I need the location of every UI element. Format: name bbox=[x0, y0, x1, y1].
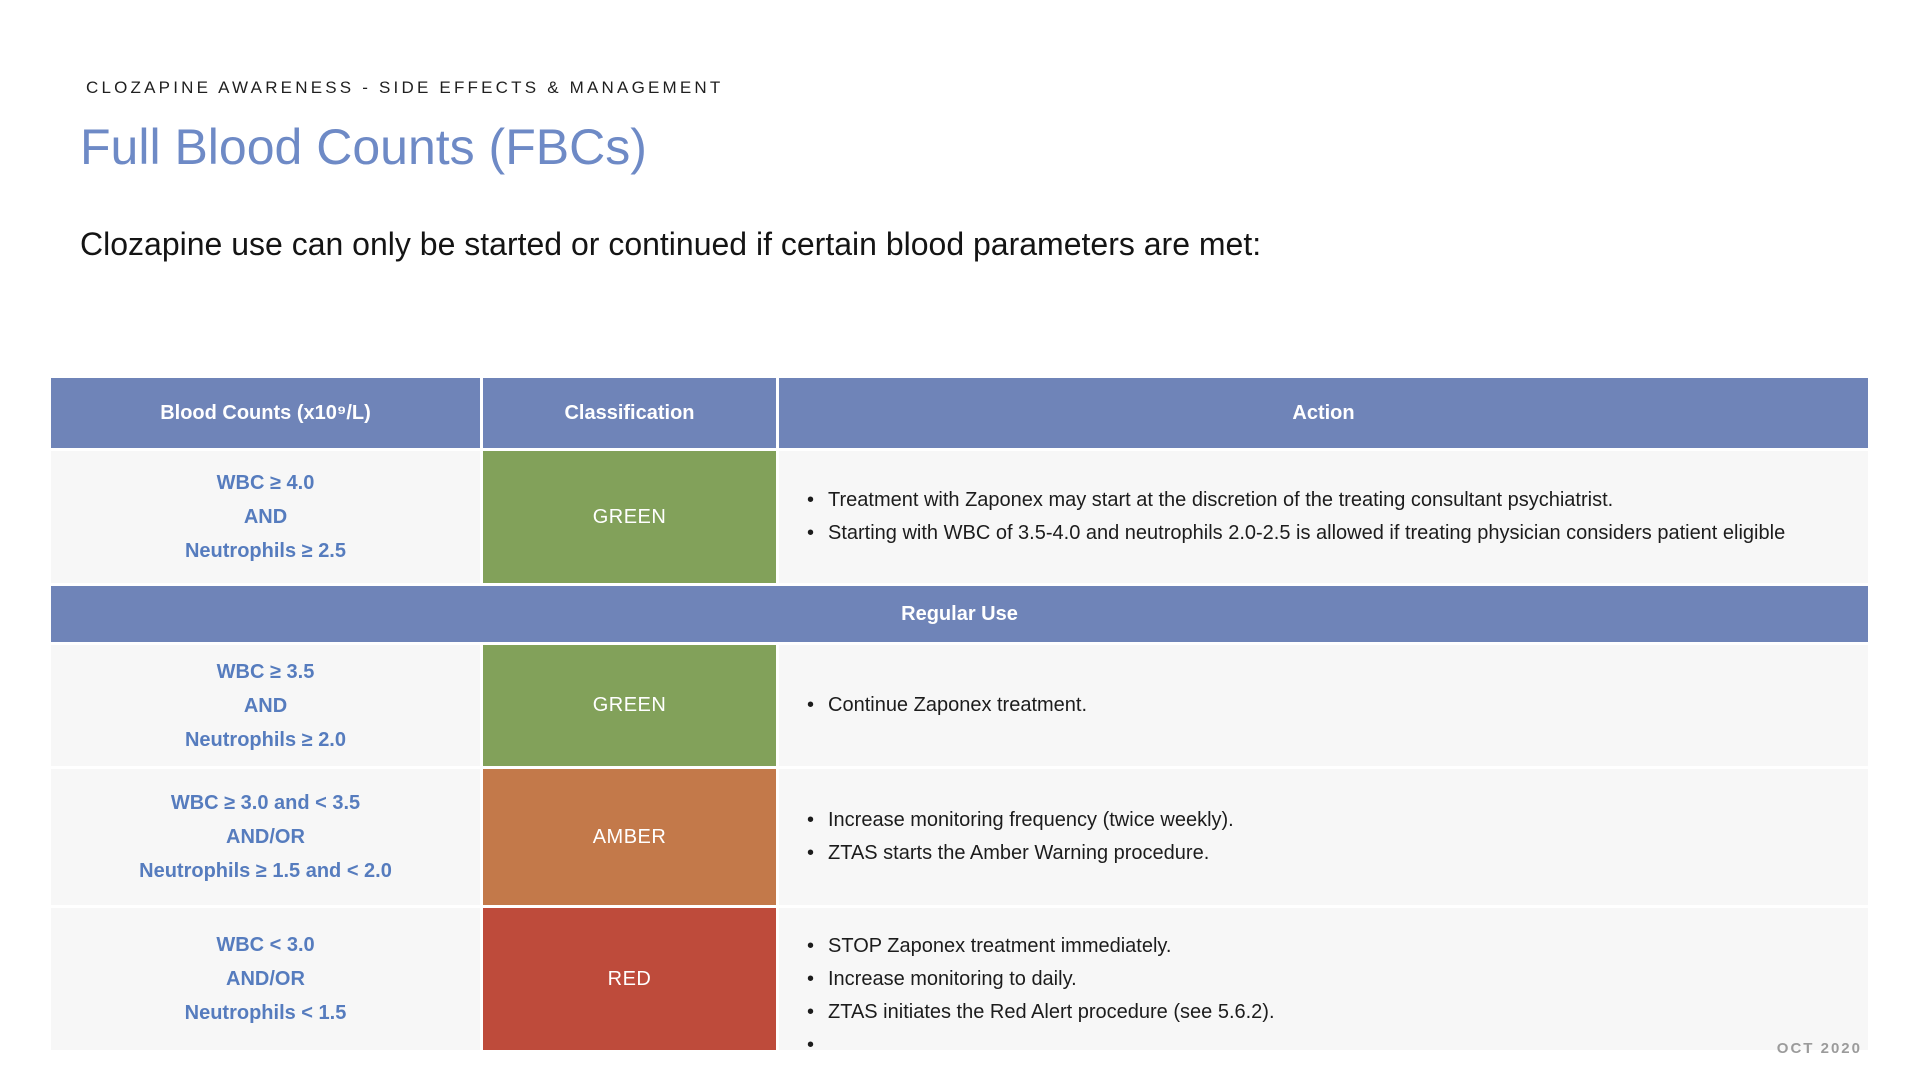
criteria-cell: WBC ≥ 3.0 and < 3.5 AND/OR Neutrophils ≥… bbox=[51, 769, 480, 905]
action-list: Continue Zaponex treatment. bbox=[805, 688, 1087, 723]
criteria-line: AND/OR bbox=[226, 968, 305, 990]
action-item: STOP Zaponex treatment immediately. bbox=[805, 931, 1275, 962]
intro-text: Clozapine use can only be started or con… bbox=[80, 226, 1262, 262]
classification-cell-red: RED bbox=[483, 908, 776, 1050]
action-list: Treatment with Zaponex may start at the … bbox=[805, 483, 1785, 551]
slide-date: OCT 2020 bbox=[1776, 1040, 1862, 1057]
action-cell: Treatment with Zaponex may start at the … bbox=[779, 451, 1868, 583]
criteria-cell: WBC ≥ 3.5 AND Neutrophils ≥ 2.0 bbox=[51, 645, 480, 766]
fbc-table: Blood Counts (x10⁹/L) Classification Act… bbox=[51, 378, 1868, 1061]
criteria-line: WBC ≥ 3.0 and < 3.5 bbox=[170, 792, 361, 814]
criteria-line: AND bbox=[243, 694, 288, 717]
action-cell: Continue Zaponex treatment. bbox=[779, 645, 1868, 766]
action-item: ZTAS initiates the Red Alert procedure (… bbox=[805, 997, 1275, 1028]
action-list: STOP Zaponex treatment immediately. Incr… bbox=[805, 929, 1275, 1061]
action-cell: STOP Zaponex treatment immediately. Incr… bbox=[779, 908, 1868, 1061]
action-item: Increase monitoring frequency (twice wee… bbox=[805, 805, 1234, 836]
page-title: Full Blood Counts (FBCs) bbox=[80, 119, 647, 175]
criteria-cell: WBC < 3.0 AND/OR Neutrophils < 1.5 bbox=[51, 908, 480, 1050]
slide-kicker: CLOZAPINE AWARENESS - SIDE EFFECTS & MAN… bbox=[86, 78, 724, 97]
column-header-blood-counts: Blood Counts (x10⁹/L) bbox=[51, 378, 480, 448]
section-banner-regular-use: Regular Use bbox=[51, 586, 1868, 642]
action-list: Increase monitoring frequency (twice wee… bbox=[805, 803, 1234, 871]
criteria-line: Neutrophils ≥ 2.5 bbox=[184, 540, 346, 562]
criteria-cell: WBC ≥ 4.0 AND Neutrophils ≥ 2.5 bbox=[51, 451, 480, 583]
action-item: Treatment with Zaponex may start at the … bbox=[805, 485, 1785, 516]
criteria-line: Neutrophils < 1.5 bbox=[184, 1002, 347, 1024]
action-item: Continue Zaponex treatment. bbox=[805, 690, 1087, 721]
criteria-line: AND/OR bbox=[226, 826, 305, 848]
action-item: Starting with WBC of 3.5-4.0 and neutrop… bbox=[805, 518, 1785, 549]
criteria-line: WBC ≥ 4.0 bbox=[216, 472, 315, 494]
action-item: Increase monitoring to daily. bbox=[805, 964, 1275, 995]
classification-cell-amber: AMBER bbox=[483, 769, 776, 905]
criteria-line: AND bbox=[243, 506, 288, 528]
column-header-classification: Classification bbox=[483, 378, 776, 448]
classification-cell-green: GREEN bbox=[483, 451, 776, 583]
criteria-line: Neutrophils ≥ 1.5 and < 2.0 bbox=[139, 860, 392, 882]
criteria-line: WBC ≥ 3.5 bbox=[216, 660, 315, 683]
classification-cell-green: GREEN bbox=[483, 645, 776, 766]
criteria-line: WBC < 3.0 bbox=[216, 934, 315, 956]
action-cell: Increase monitoring frequency (twice wee… bbox=[779, 769, 1868, 905]
action-item: ZTAS starts the Amber Warning procedure. bbox=[805, 838, 1234, 869]
column-header-action: Action bbox=[779, 378, 1868, 448]
criteria-line: Neutrophils ≥ 2.0 bbox=[184, 728, 346, 751]
